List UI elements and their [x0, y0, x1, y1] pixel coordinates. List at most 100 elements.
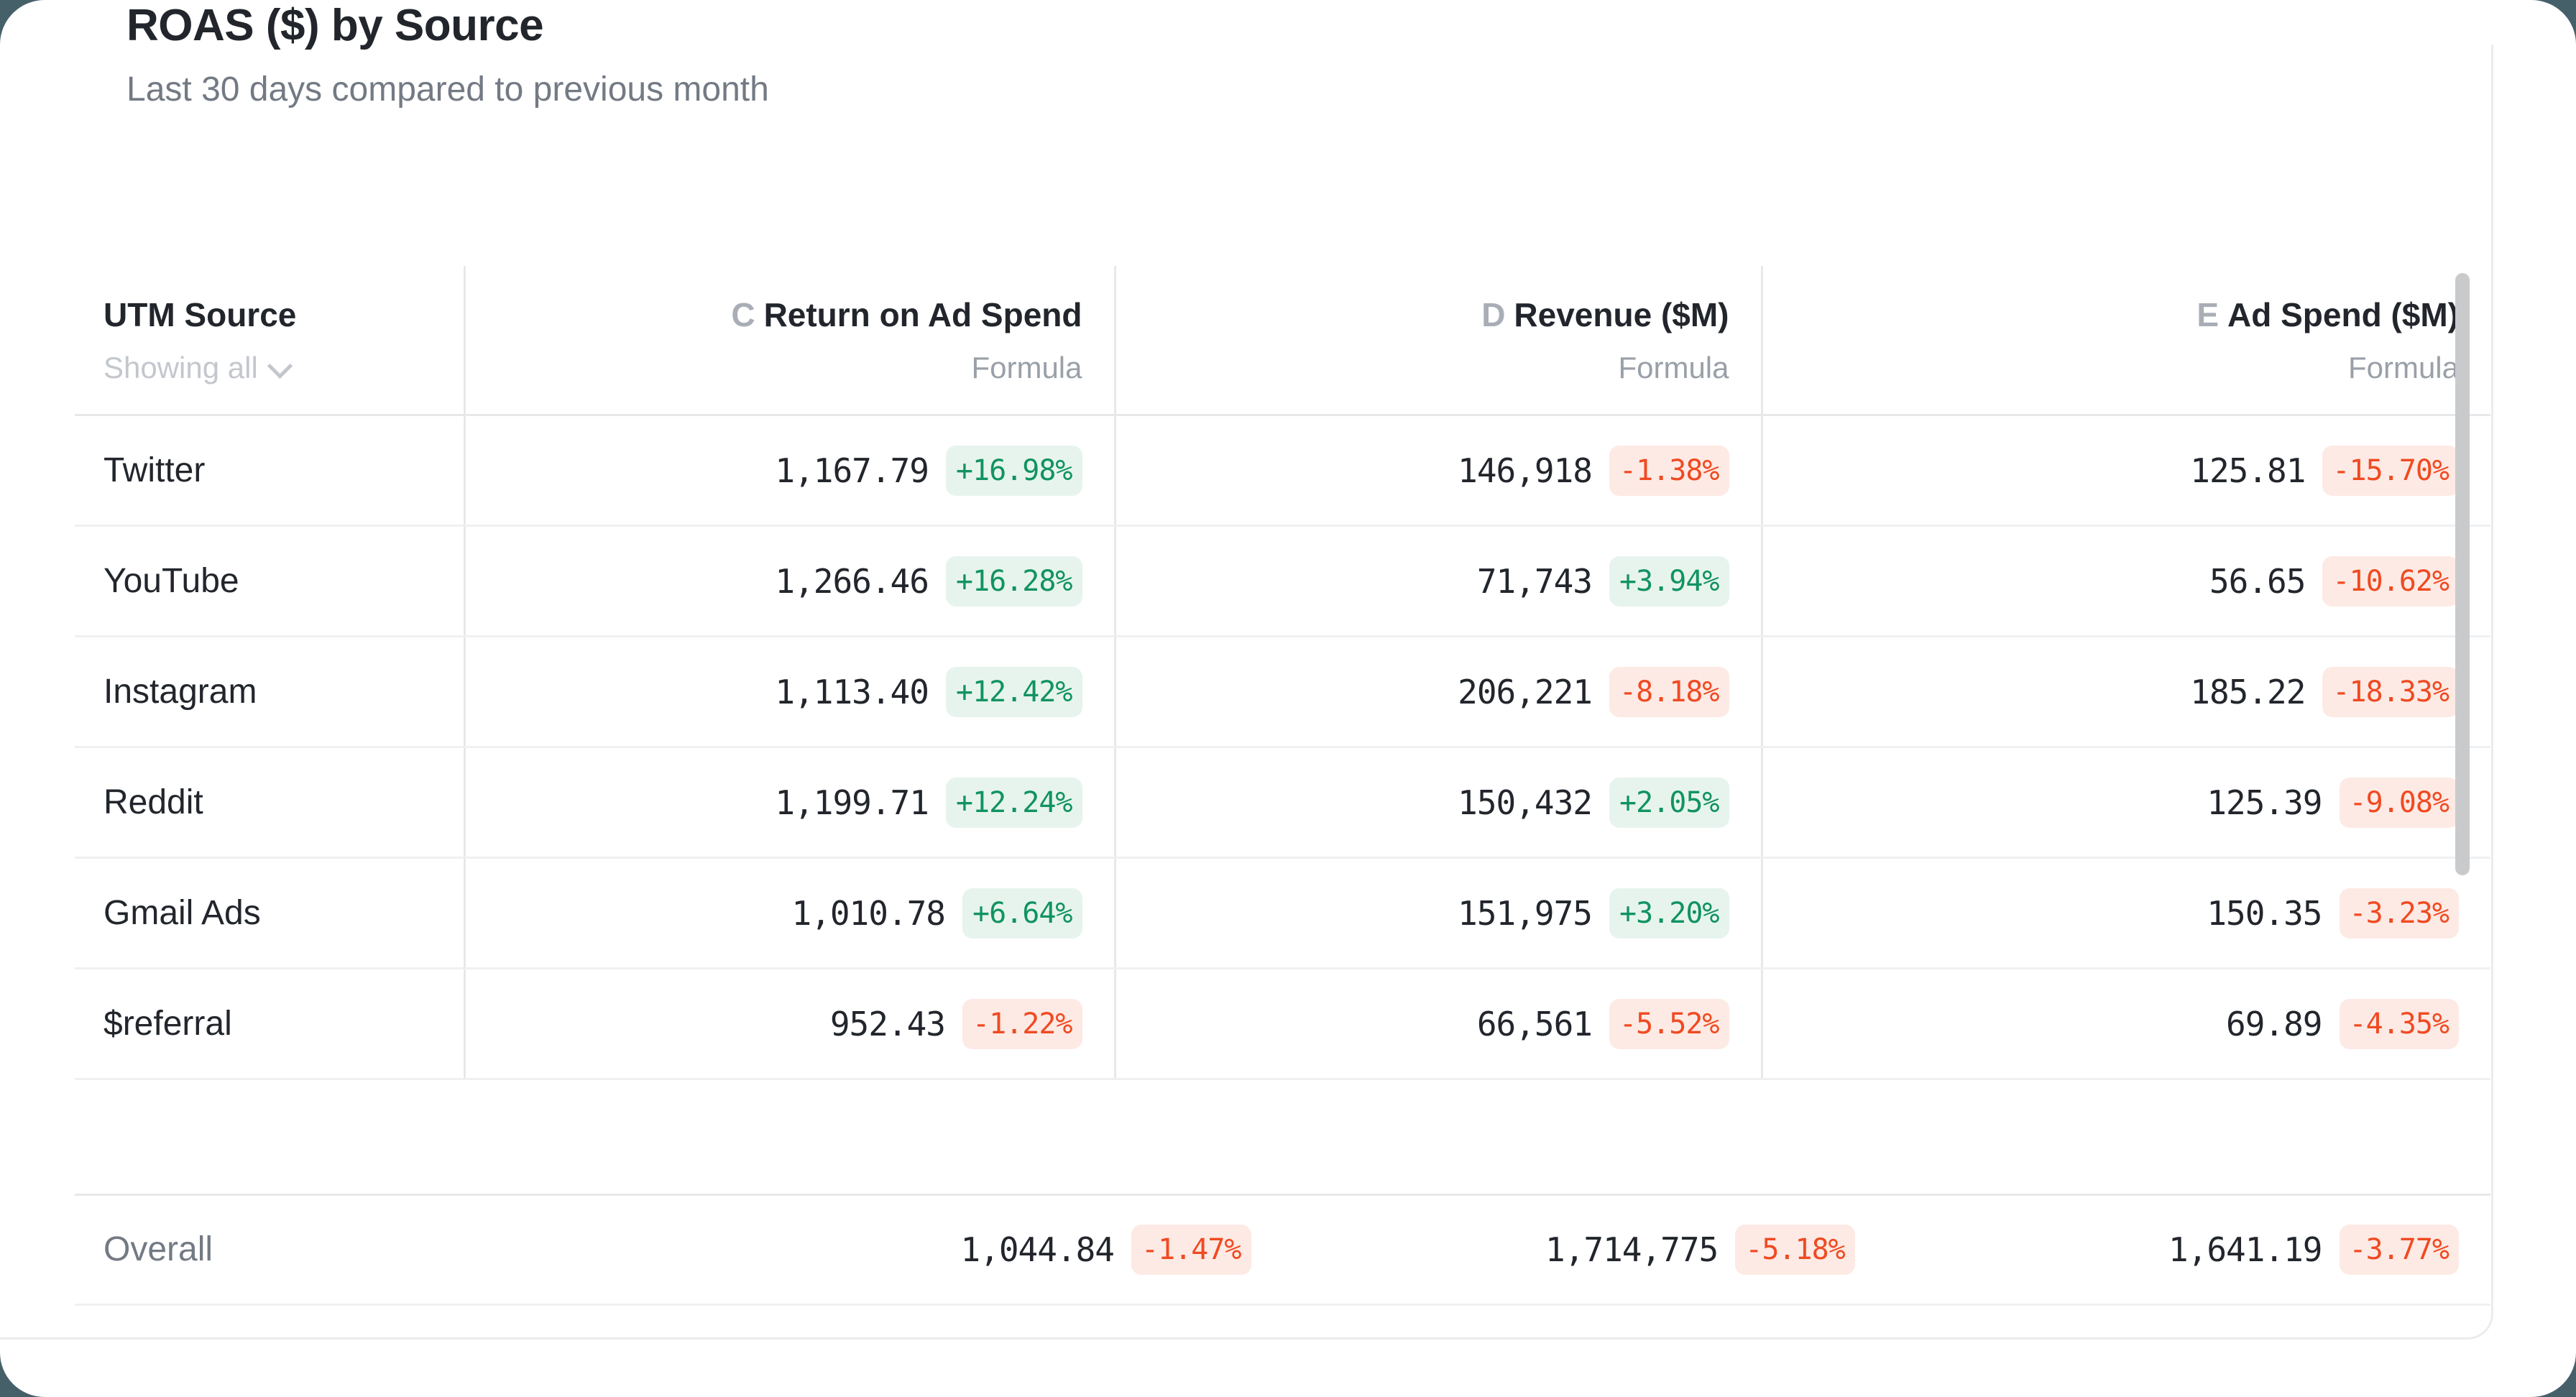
column-header-revenue[interactable]: D Revenue ($M) Formula: [1113, 266, 1762, 417]
roas-cell: 1,010.78 +6.64%: [463, 857, 1115, 970]
revenue-value: 206,221: [1458, 672, 1593, 711]
revenue-cell: 206,221 -8.18%: [1113, 636, 1762, 749]
revenue-value: 66,561: [1476, 1004, 1593, 1043]
overall-revenue-value: 1,714,775: [1545, 1230, 1719, 1269]
row-source-label: $referral: [75, 968, 464, 1081]
overall-roas-cell: 1,044.84 -1.47%: [678, 1196, 1283, 1306]
table-row[interactable]: Twitter 1,167.79 +16.98% 146,918 -1.38% 125.8…: [75, 415, 2490, 527]
spend-cell: 185.22 -18.33%: [1760, 636, 2490, 749]
overall-roas-delta: -1.47%: [1131, 1224, 1251, 1275]
spend-delta-badge: -10.62%: [2322, 555, 2459, 607]
revenue-delta-badge: +3.94%: [1609, 555, 1729, 607]
revenue-cell: 151,975 +3.20%: [1113, 857, 1762, 970]
revenue-delta-badge: -8.18%: [1609, 666, 1729, 717]
chevron-down-icon: [270, 356, 288, 374]
card-header: ROAS ($) by Source Last 30 days compared…: [126, 0, 769, 109]
roas-cell: 1,113.40 +12.42%: [463, 636, 1115, 749]
column-type-roas: Formula: [971, 351, 1082, 385]
page-subtitle: Last 30 days compared to previous month: [126, 70, 769, 109]
roas-delta-badge: +6.64%: [962, 887, 1082, 939]
table-row[interactable]: Instagram 1,113.40 +12.42% 206,221 -8.18% 185…: [75, 636, 2490, 749]
roas-value: 1,167.79: [775, 451, 929, 490]
table-row[interactable]: Reddit 1,199.71 +12.24% 150,432 +2.05% 125.39…: [75, 747, 2490, 859]
column-header-label-ad-spend: Ad Spend ($M): [2227, 296, 2459, 333]
spend-value: 56.65: [2209, 561, 2306, 601]
revenue-cell: 146,918 -1.38%: [1113, 415, 1762, 527]
source-filter-value: Showing all: [104, 351, 258, 385]
roas-cell: 1,266.46 +16.28%: [463, 525, 1115, 638]
row-source-label: YouTube: [75, 525, 464, 638]
table-row[interactable]: Gmail Ads 1,010.78 +6.64% 151,975 +3.20% 150.…: [75, 857, 2490, 970]
overall-revenue-delta: -5.18%: [1735, 1224, 1855, 1275]
roas-value: 1,266.46: [775, 561, 929, 601]
column-header-label-source: UTM Source: [104, 296, 297, 333]
revenue-delta-badge: -1.38%: [1609, 445, 1729, 496]
revenue-delta-badge: +3.20%: [1609, 887, 1729, 939]
column-header-label-roas: Return on Ad Spend: [763, 296, 1082, 333]
overall-spend-delta: -3.77%: [2339, 1224, 2459, 1275]
spend-value: 125.81: [2190, 451, 2306, 490]
overall-summary-row: Overall 1,044.84 -1.47% 1,714,775 -5.18%: [75, 1194, 2490, 1306]
roas-value: 1,010.78: [791, 893, 946, 933]
column-type-ad-spend: Formula: [2347, 351, 2459, 385]
spend-value: 125.39: [2207, 783, 2322, 822]
spend-cell: 69.89 -4.35%: [1760, 968, 2490, 1081]
table-row[interactable]: YouTube 1,266.46 +16.28% 71,743 +3.94% 56.65-…: [75, 525, 2490, 638]
table-header: UTM Source Showing all C Return on Ad Spe…: [75, 266, 2490, 417]
roas-table: UTM Source Showing all C Return on Ad Spe…: [75, 266, 2490, 1081]
table-header-row: UTM Source Showing all C Return on Ad Spe…: [75, 266, 2490, 417]
spend-value: 185.22: [2190, 672, 2306, 711]
revenue-value: 71,743: [1476, 561, 1593, 601]
overall-revenue-cell: 1,714,775 -5.18%: [1282, 1196, 1887, 1306]
spend-delta-badge: -9.08%: [2339, 777, 2459, 828]
revenue-cell: 150,432 +2.05%: [1113, 747, 1762, 859]
roas-cell: 1,199.71 +12.24%: [463, 747, 1115, 859]
vertical-scrollbar-track[interactable]: [2455, 267, 2470, 1194]
table-body: Twitter 1,167.79 +16.98% 146,918 -1.38% 125.8…: [75, 415, 2490, 1081]
data-table-scroll-area[interactable]: UTM Source Showing all C Return on Ad Spe…: [75, 266, 2490, 1342]
spend-cell: 150.35 -3.23%: [1760, 857, 2490, 970]
page-title: ROAS ($) by Source: [126, 1, 544, 50]
column-header-ad-spend[interactable]: E Ad Spend ($M) Formula: [1760, 266, 2490, 417]
row-source-label: Instagram: [75, 636, 464, 749]
column-header-return-on-ad-spend[interactable]: C Return on Ad Spend Formula: [463, 266, 1115, 417]
overall-spend-cell: 1,641.19 -3.77%: [1886, 1196, 2490, 1306]
revenue-value: 146,918: [1458, 451, 1593, 490]
roas-value: 952.43: [829, 1004, 946, 1043]
overall-table: Overall 1,044.84 -1.47% 1,714,775 -5.18%: [75, 1196, 2490, 1306]
overall-spend-value: 1,641.19: [2168, 1230, 2323, 1269]
revenue-value: 151,975: [1458, 893, 1593, 933]
row-source-label: Twitter: [75, 415, 464, 527]
roas-value: 1,199.71: [775, 783, 929, 822]
revenue-value: 150,432: [1458, 783, 1593, 822]
revenue-delta-badge: +2.05%: [1609, 777, 1729, 828]
vertical-scrollbar-thumb[interactable]: [2455, 273, 2470, 875]
roas-delta-badge: -1.22%: [962, 998, 1082, 1049]
roas-cell: 1,167.79 +16.98%: [463, 415, 1115, 527]
revenue-delta-badge: -5.52%: [1609, 998, 1729, 1049]
spend-delta-badge: -3.23%: [2339, 887, 2459, 939]
spend-cell: 125.81 -15.70%: [1760, 415, 2490, 527]
spend-delta-badge: -4.35%: [2339, 998, 2459, 1049]
column-type-revenue: Formula: [1618, 351, 1729, 385]
roas-delta-badge: +16.28%: [945, 555, 1082, 607]
overall-roas-value: 1,044.84: [960, 1230, 1115, 1269]
column-letter-e: E: [2196, 296, 2220, 333]
row-source-label: Reddit: [75, 747, 464, 859]
spend-cell: 56.65 -10.62%: [1760, 525, 2490, 638]
source-filter-dropdown[interactable]: Showing all: [104, 351, 288, 385]
table-row[interactable]: $referral 952.43 -1.22% 66,561 -5.52% 69.89 -4…: [75, 968, 2490, 1081]
column-header-utm-source[interactable]: UTM Source Showing all: [75, 266, 464, 417]
revenue-cell: 71,743 +3.94%: [1113, 525, 1762, 638]
revenue-cell: 66,561 -5.52%: [1113, 968, 1762, 1081]
spend-delta-badge: -15.70%: [2322, 445, 2459, 496]
column-letter-c: C: [731, 296, 755, 333]
table-row-overall: Overall 1,044.84 -1.47% 1,714,775 -5.18%: [75, 1196, 2490, 1306]
spend-value: 69.89: [2226, 1004, 2322, 1043]
column-header-label-revenue: Revenue ($M): [1514, 296, 1729, 333]
spend-cell: 125.39 -9.08%: [1760, 747, 2490, 859]
roas-delta-badge: +16.98%: [945, 445, 1082, 496]
spend-delta-badge: -18.33%: [2322, 666, 2459, 717]
spend-value: 150.35: [2207, 893, 2322, 933]
